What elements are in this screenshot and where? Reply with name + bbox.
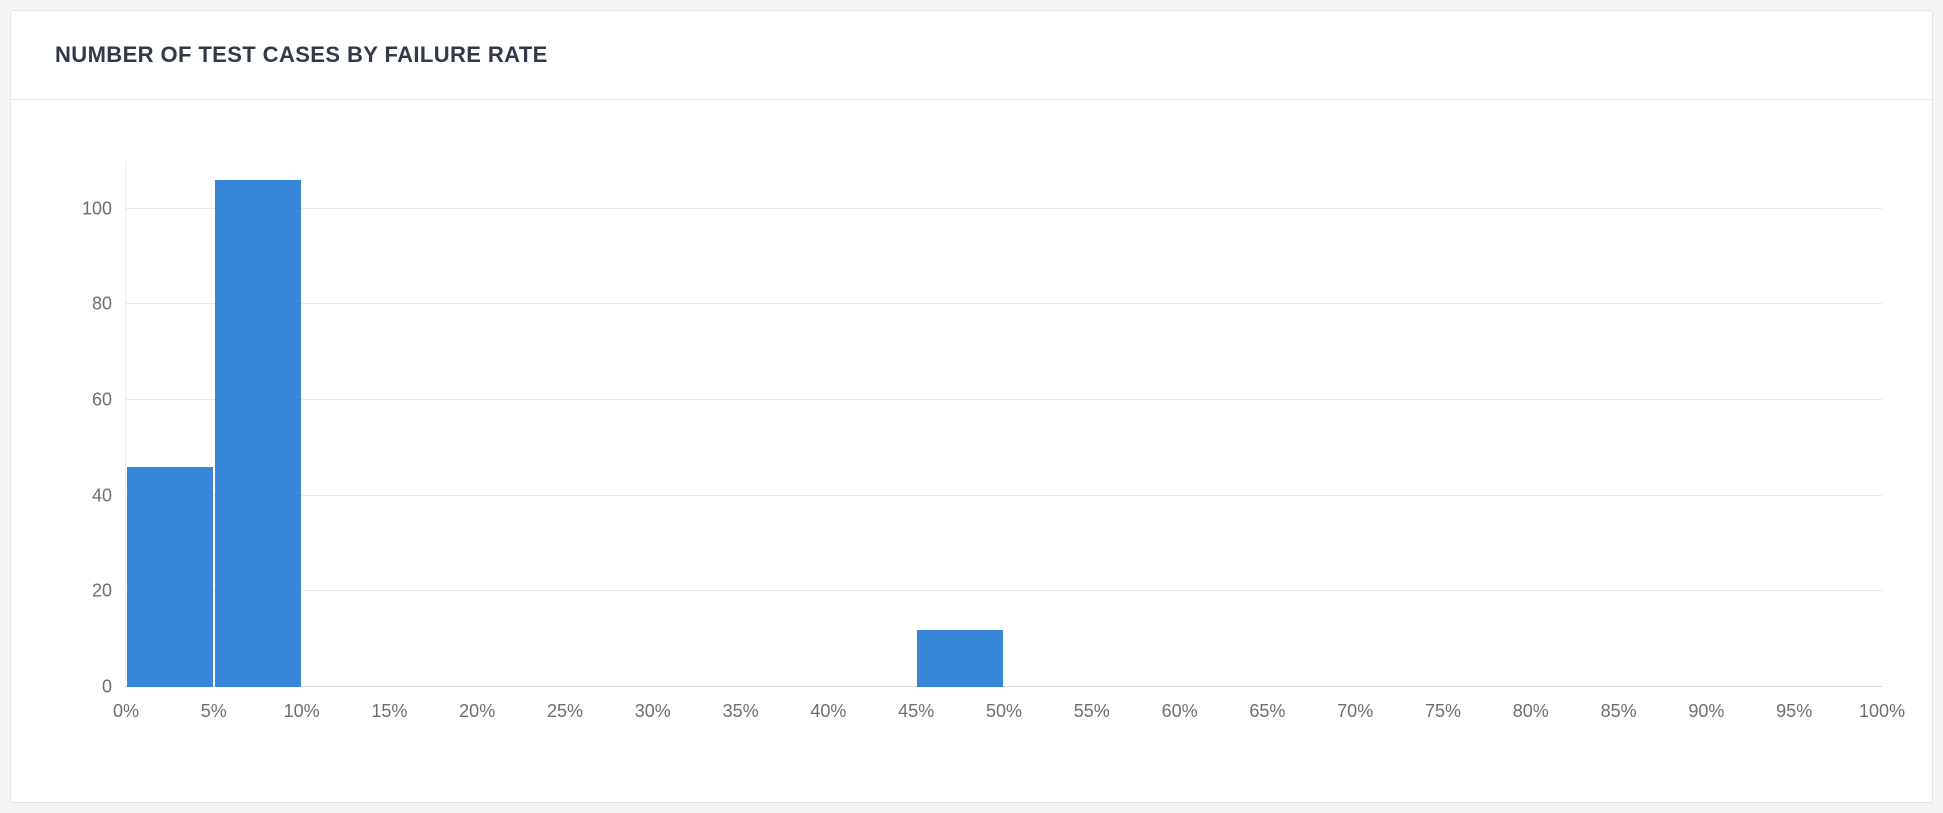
gridline-y-60 [126, 399, 1882, 401]
histogram-bar-5%-10%[interactable] [214, 180, 301, 687]
chart-title: NUMBER OF TEST CASES BY FAILURE RATE [55, 42, 548, 67]
histogram-bar-45%-50%[interactable] [917, 629, 1003, 687]
x-axis-tick-label: 30% [634, 701, 671, 721]
y-axis-tick-label: 20 [91, 580, 112, 601]
x-axis-tick-label: 90% [1688, 701, 1725, 721]
histogram-bar-0%-5%[interactable] [127, 467, 213, 687]
x-axis-tick-label: 95% [1776, 701, 1813, 721]
x-axis-tick-label: 65% [1249, 701, 1286, 721]
x-axis-tick-label: 55% [1073, 701, 1110, 721]
gridline-y-100 [126, 207, 1882, 209]
chart-card: NUMBER OF TEST CASES BY FAILURE RATE 0 20… [10, 10, 1933, 803]
x-axis-tick-label: 70% [1337, 701, 1374, 721]
y-axis-tick-label: 0 [101, 676, 112, 697]
x-axis-tick-label: 5% [200, 701, 227, 721]
gridline-y-80 [126, 303, 1882, 305]
x-axis-tick-label: 75% [1424, 701, 1462, 721]
x-axis-tick-label: 45% [898, 701, 935, 721]
x-axis-tick-label: 40% [810, 701, 847, 721]
x-axis-tick-label: 35% [722, 701, 759, 721]
x-axis-tick-label: 50% [985, 701, 1023, 721]
y-axis-tick-label: 100 [81, 198, 112, 219]
y-axis-tick-label: 40 [91, 485, 112, 506]
x-axis-tick-label: 85% [1600, 701, 1637, 721]
y-axis-tick-label: 60 [91, 389, 112, 410]
plot-area: 0 20 40 60 80 100 0% 5% 10% 15% 20% 25% 30% 35% 40% 45%… [82, 161, 1905, 721]
gridline-y-0 [126, 686, 1882, 687]
x-axis-tick-label: 60% [1161, 701, 1198, 721]
chart-card-header: NUMBER OF TEST CASES BY FAILURE RATE [11, 11, 1932, 100]
y-axis-tick-label: 80 [91, 293, 112, 314]
x-axis-tick-label: 0% [112, 701, 140, 721]
x-axis-tick-label: 100% [1858, 701, 1906, 721]
gridline-y-40 [126, 494, 1882, 496]
x-axis-tick-label: 20% [459, 701, 496, 721]
x-axis-tick-label: 15% [371, 701, 408, 721]
failure-rate-histogram: 0 20 40 60 80 100 0% 5% 10% 15% 20% 25% 30% 35% 40% 45%… [11, 101, 1932, 802]
x-axis-tick-label: 25% [546, 701, 584, 721]
gridline-y-20 [126, 590, 1882, 592]
x-axis-tick-label: 10% [283, 701, 320, 721]
x-axis-tick-label: 80% [1512, 701, 1549, 721]
chart-card-body: 0 20 40 60 80 100 0% 5% 10% 15% 20% 25% 30% 35% 40% 45%… [11, 101, 1932, 802]
